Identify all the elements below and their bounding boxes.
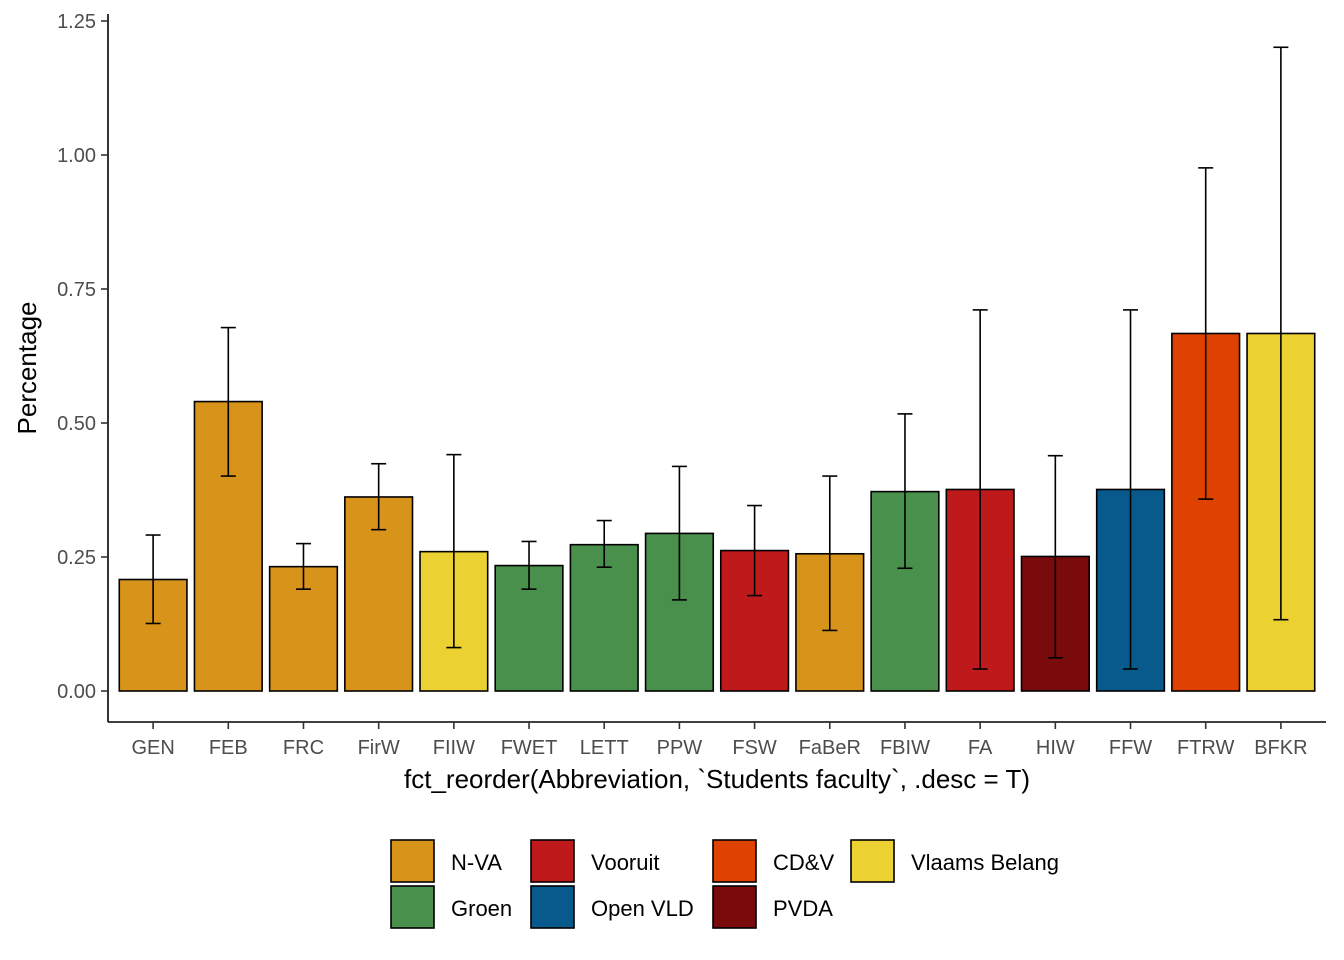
- bar-fsw: [719, 549, 790, 692]
- y-tick-label: 0.50: [57, 413, 96, 435]
- error-bars: [145, 46, 1289, 670]
- legend-swatch: [390, 839, 435, 883]
- legend-label: N-VA: [451, 850, 502, 875]
- x-tick-label-ftrw: FTRW: [1177, 737, 1235, 759]
- legend-label: Open VLD: [591, 896, 694, 921]
- errorbar-frc: [295, 542, 311, 590]
- errorbar-fiiw: [446, 453, 462, 649]
- errorbar-ffw: [1123, 309, 1139, 670]
- x-tick-label-fiiw: FIIW: [433, 737, 475, 759]
- errorbar-lett: [596, 519, 612, 568]
- legend-swatch: [530, 885, 575, 929]
- legend-swatch: [850, 839, 895, 883]
- x-tick-label-bfkr: BFKR: [1254, 737, 1307, 759]
- errorbar-fa: [972, 309, 988, 670]
- legend-item: PVDA: [712, 885, 833, 929]
- errorbar-fsw: [747, 504, 763, 597]
- errorbar-hiw: [1047, 454, 1063, 659]
- errorbar-feb: [220, 326, 236, 477]
- y-tick-label: 0.25: [57, 547, 96, 569]
- x-tick-label-fa: FA: [968, 737, 993, 759]
- x-tick-label-fwet: FWET: [501, 737, 558, 759]
- x-tick-label-fbiw: FBIW: [880, 737, 930, 759]
- legend-swatch: [390, 885, 435, 929]
- errorbar-ppw: [671, 465, 687, 601]
- y-tick-label: 1.25: [57, 11, 96, 33]
- errorbar-fwet: [521, 540, 537, 590]
- errorbar-gen: [145, 534, 161, 625]
- x-tick-label-faber: FaBeR: [799, 737, 861, 759]
- x-tick-label-feb: FEB: [209, 737, 248, 759]
- x-tick-label-frc: FRC: [283, 737, 324, 759]
- legend-swatch: [712, 885, 757, 929]
- x-tick-label-firw: FirW: [358, 737, 400, 759]
- errorbar-faber: [822, 475, 838, 632]
- legend-item: Vlaams Belang: [850, 839, 1059, 883]
- errorbar-fbiw: [897, 413, 913, 570]
- x-axis-ticks: GEN FEB FRC FirW FIIW FWET LETT PPW FSW FaBeR FBIW…: [131, 722, 1308, 759]
- legend-swatch: [712, 839, 757, 883]
- y-axis-ticks: 0.00 0.25 0.50 0.75 1.00 1.25: [57, 11, 108, 703]
- y-tick-label: 0.75: [57, 279, 96, 301]
- y-tick-label: 1.00: [57, 145, 96, 167]
- legend-label: Vooruit: [591, 850, 660, 875]
- legend-item: N-VA: [390, 839, 502, 883]
- legend-item: Vooruit: [530, 839, 660, 883]
- legend-label: Groen: [451, 896, 512, 921]
- errorbar-firw: [371, 462, 387, 531]
- errorbar-ftrw: [1198, 167, 1214, 500]
- legend-label: PVDA: [773, 896, 833, 921]
- x-tick-label-gen: GEN: [131, 737, 174, 759]
- legend-item: CD&V: [712, 839, 834, 883]
- legend: N-VA Groen Vooruit Open VLD CD&V PVDA Vlaams B…: [390, 839, 1059, 929]
- legend-item: Groen: [390, 885, 512, 929]
- x-tick-label-hiw: HIW: [1036, 737, 1075, 759]
- x-tick-label-lett: LETT: [580, 737, 629, 759]
- x-tick-label-ppw: PPW: [657, 737, 703, 759]
- legend-label: CD&V: [773, 850, 834, 875]
- bars: [118, 332, 1316, 692]
- bar-lett: [569, 543, 639, 692]
- legend-item: Open VLD: [530, 885, 694, 929]
- x-tick-label-ffw: FFW: [1109, 737, 1152, 759]
- x-tick-label-fsw: FSW: [732, 737, 777, 759]
- errorbar-bfkr: [1273, 46, 1289, 621]
- legend-swatch: [530, 839, 575, 883]
- y-axis-title: Percentage: [12, 302, 42, 435]
- legend-label: Vlaams Belang: [911, 850, 1059, 875]
- x-axis-title: fct_reorder(Abbreviation, `Students facu…: [404, 764, 1030, 794]
- y-tick-label: 0.00: [57, 681, 96, 703]
